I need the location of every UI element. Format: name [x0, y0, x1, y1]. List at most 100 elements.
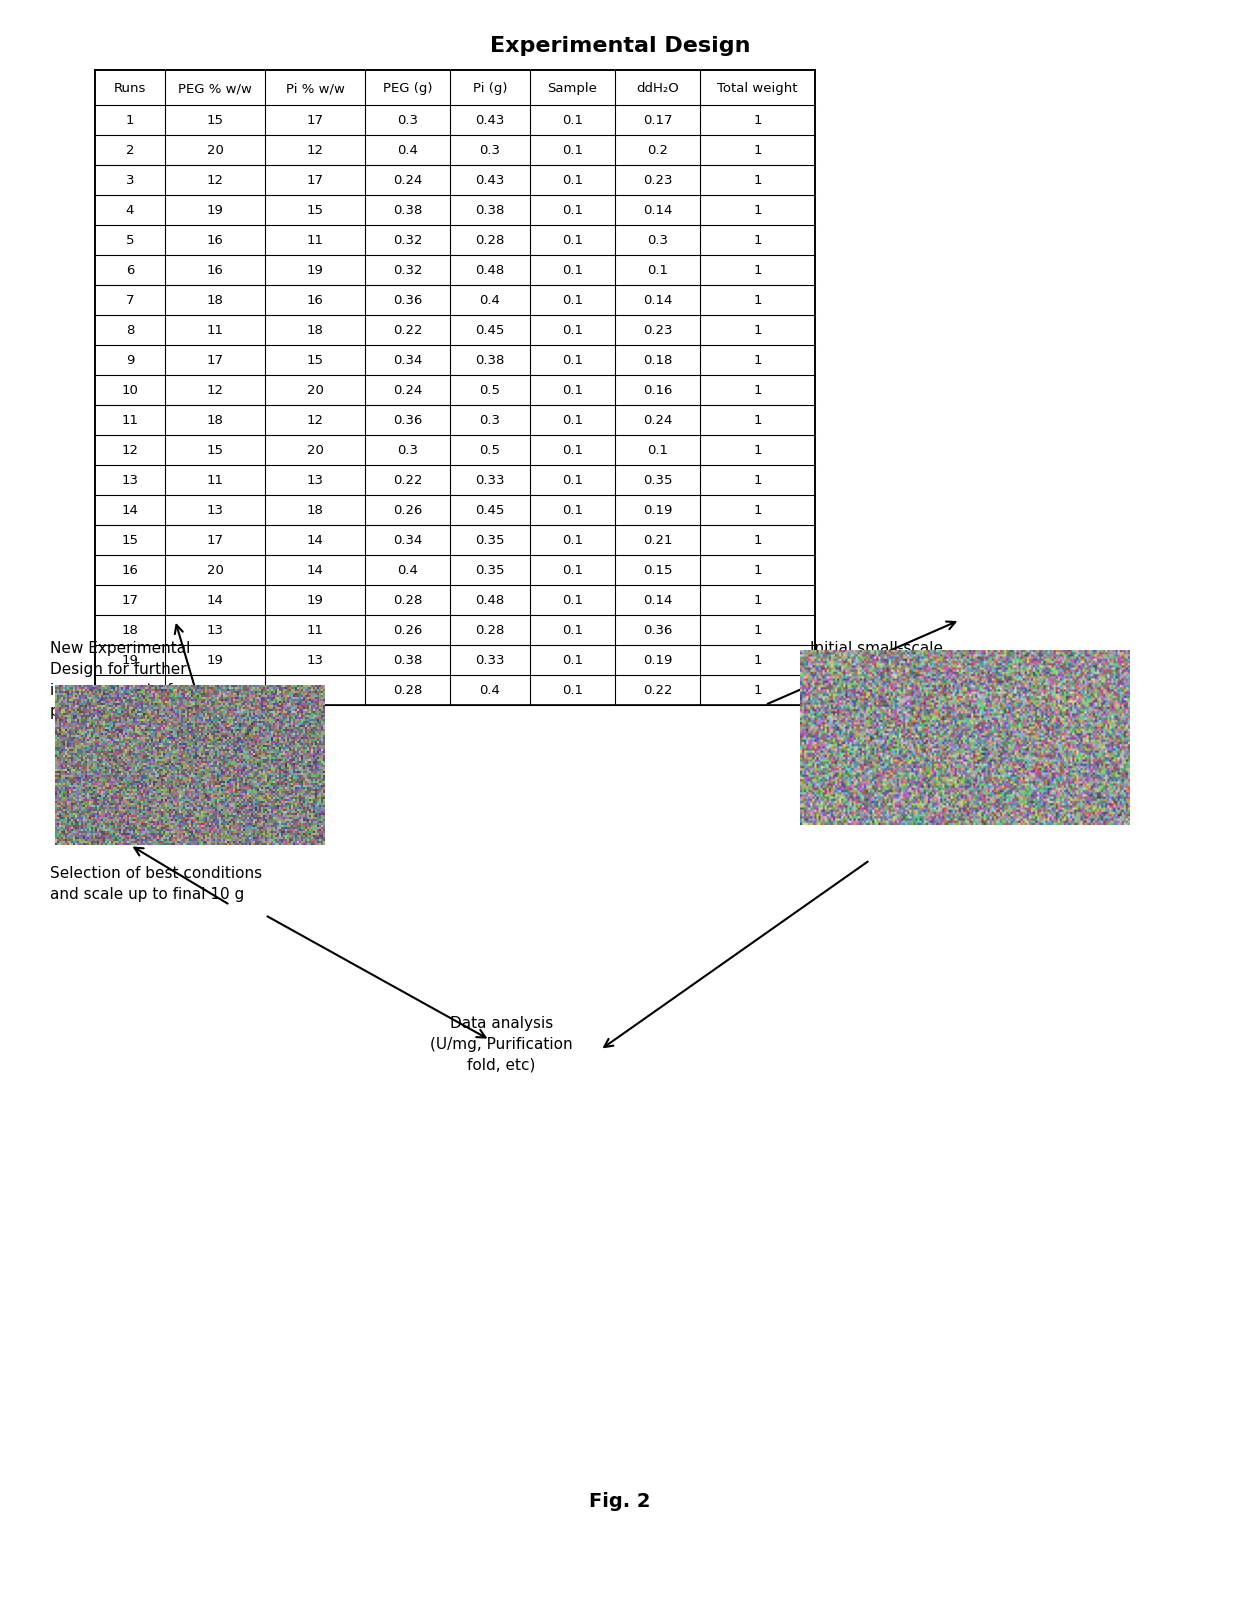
Text: 0.1: 0.1 — [562, 175, 583, 188]
Text: 0.17: 0.17 — [642, 114, 672, 127]
Text: Sample: Sample — [548, 82, 598, 95]
Text: 0.1: 0.1 — [562, 655, 583, 668]
Text: 0.33: 0.33 — [475, 473, 505, 488]
Text: 0.1: 0.1 — [562, 384, 583, 398]
Text: 19: 19 — [306, 265, 324, 278]
Text: 19: 19 — [207, 204, 223, 217]
Text: 0.1: 0.1 — [562, 144, 583, 157]
Text: 0.43: 0.43 — [475, 175, 505, 188]
Text: 0.23: 0.23 — [642, 175, 672, 188]
Text: 20: 20 — [122, 684, 139, 697]
Text: 16: 16 — [122, 563, 139, 578]
Text: 2: 2 — [125, 144, 134, 157]
Text: 0.1: 0.1 — [562, 624, 583, 637]
Text: 0.1: 0.1 — [562, 204, 583, 217]
Text: 16: 16 — [306, 294, 324, 307]
Text: PEG (g): PEG (g) — [383, 82, 433, 95]
Text: 16: 16 — [207, 234, 223, 247]
Text: 1: 1 — [753, 473, 761, 488]
Text: 0.1: 0.1 — [562, 594, 583, 607]
Text: 0.1: 0.1 — [562, 563, 583, 578]
Text: 0.32: 0.32 — [393, 265, 423, 278]
Text: 13: 13 — [207, 624, 223, 637]
Text: 0.1: 0.1 — [562, 294, 583, 307]
Text: 1: 1 — [753, 144, 761, 157]
Text: 0.45: 0.45 — [475, 324, 505, 337]
Text: Selection of best conditions
and scale up to final 10 g: Selection of best conditions and scale u… — [50, 865, 262, 902]
Text: 1: 1 — [125, 114, 134, 127]
Text: Pi % w/w: Pi % w/w — [285, 82, 345, 95]
Text: 19: 19 — [207, 655, 223, 668]
Text: Runs: Runs — [114, 82, 146, 95]
Text: 14: 14 — [207, 594, 223, 607]
Text: 18: 18 — [122, 624, 139, 637]
Text: 11: 11 — [306, 624, 324, 637]
Text: 1: 1 — [753, 534, 761, 547]
Text: 0.33: 0.33 — [475, 655, 505, 668]
Text: 0.15: 0.15 — [642, 563, 672, 578]
Text: 0.48: 0.48 — [475, 594, 505, 607]
Text: 0.22: 0.22 — [393, 324, 423, 337]
Text: 0.4: 0.4 — [480, 684, 501, 697]
Text: 15: 15 — [122, 534, 139, 547]
Text: 0.3: 0.3 — [397, 445, 418, 457]
Text: 13: 13 — [306, 655, 324, 668]
Text: 0.1: 0.1 — [562, 324, 583, 337]
Text: 4: 4 — [125, 204, 134, 217]
Text: 20: 20 — [306, 384, 324, 398]
Text: 8: 8 — [125, 324, 134, 337]
Text: 0.35: 0.35 — [642, 473, 672, 488]
Text: 1: 1 — [753, 114, 761, 127]
Text: 1: 1 — [753, 684, 761, 697]
Text: PEG % w/w: PEG % w/w — [179, 82, 252, 95]
Text: 0.5: 0.5 — [480, 445, 501, 457]
Text: 0.36: 0.36 — [642, 624, 672, 637]
Text: 0.38: 0.38 — [475, 204, 505, 217]
Text: 17: 17 — [306, 175, 324, 188]
Text: 0.36: 0.36 — [393, 414, 422, 427]
Text: 1: 1 — [753, 355, 761, 368]
Text: 0.35: 0.35 — [475, 534, 505, 547]
Text: 1: 1 — [753, 563, 761, 578]
Text: 12: 12 — [207, 175, 223, 188]
Text: 1: 1 — [753, 324, 761, 337]
Text: Fig. 2: Fig. 2 — [589, 1491, 651, 1510]
Text: 14: 14 — [306, 534, 324, 547]
Text: 17: 17 — [306, 114, 324, 127]
Text: 0.38: 0.38 — [393, 204, 422, 217]
Text: 0.5: 0.5 — [480, 384, 501, 398]
Text: Total weight: Total weight — [717, 82, 797, 95]
Text: Pi (g): Pi (g) — [472, 82, 507, 95]
Text: 16: 16 — [207, 265, 223, 278]
Text: 1: 1 — [753, 175, 761, 188]
Text: 1: 1 — [753, 234, 761, 247]
Text: 1: 1 — [753, 204, 761, 217]
Text: 11: 11 — [122, 414, 139, 427]
Text: 0.23: 0.23 — [642, 324, 672, 337]
Text: 0.1: 0.1 — [647, 445, 668, 457]
Text: 13: 13 — [207, 504, 223, 517]
Text: 0.26: 0.26 — [393, 624, 422, 637]
Text: 0.1: 0.1 — [562, 504, 583, 517]
Text: 1: 1 — [753, 655, 761, 668]
Text: 0.4: 0.4 — [397, 144, 418, 157]
Text: 0.3: 0.3 — [480, 144, 501, 157]
Text: 11: 11 — [207, 473, 223, 488]
Text: 1: 1 — [753, 594, 761, 607]
Text: 0.4: 0.4 — [397, 563, 418, 578]
Text: 1: 1 — [753, 504, 761, 517]
Text: 0.22: 0.22 — [642, 684, 672, 697]
Text: 18: 18 — [306, 504, 324, 517]
Text: 0.24: 0.24 — [393, 175, 422, 188]
Text: 15: 15 — [306, 204, 324, 217]
Text: 0.19: 0.19 — [642, 655, 672, 668]
Text: 20: 20 — [306, 445, 324, 457]
Text: 6: 6 — [125, 265, 134, 278]
Text: 20: 20 — [207, 144, 223, 157]
Text: 0.14: 0.14 — [642, 204, 672, 217]
Text: 0.18: 0.18 — [642, 355, 672, 368]
Text: 0.22: 0.22 — [393, 473, 423, 488]
Text: 12: 12 — [306, 414, 324, 427]
Text: 0.14: 0.14 — [642, 294, 672, 307]
Text: 0.1: 0.1 — [562, 445, 583, 457]
